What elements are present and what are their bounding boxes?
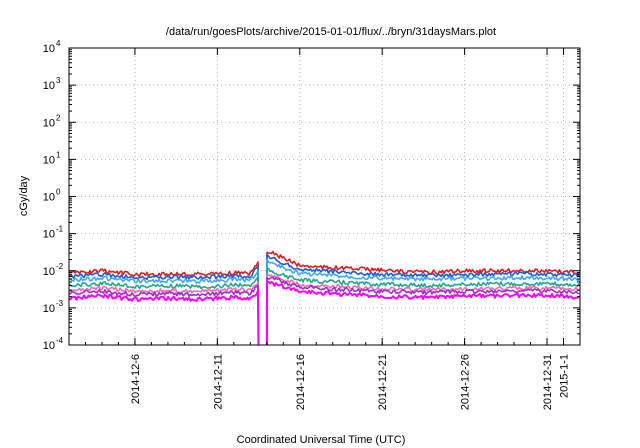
y-tick-label: 10 (43, 229, 55, 241)
x-tick-label: 2014-12-16 (295, 354, 307, 410)
grid (69, 48, 580, 345)
y-tick-exponent: -2 (56, 262, 64, 271)
y-axis-label: cGy/day (18, 175, 30, 216)
series-line (69, 253, 580, 345)
series-line (69, 273, 580, 345)
y-tick-label: 10 (43, 266, 55, 278)
series-layer (69, 250, 580, 345)
y-tick-label: 10 (43, 43, 55, 55)
y-tick-exponent: 0 (56, 188, 61, 197)
tick-marks (69, 47, 580, 346)
y-tick-label: 10 (43, 303, 55, 315)
y-tick-label: 10 (43, 80, 55, 92)
series-line (69, 276, 580, 345)
y-tick-exponent: -1 (56, 225, 64, 234)
series-line (69, 267, 580, 345)
y-tick-exponent: -3 (56, 299, 64, 308)
y-tick-exponent: 4 (56, 39, 61, 48)
x-tick-label: 2014-12-31 (542, 354, 554, 410)
x-tick-label: 2014-12-6 (130, 354, 142, 404)
y-tick-exponent: 1 (56, 150, 61, 159)
y-tick-label: 10 (43, 117, 55, 129)
y-tick-label: 10 (43, 340, 55, 352)
y-tick-exponent: -4 (56, 336, 64, 345)
x-tick-label: 2014-12-11 (212, 354, 224, 409)
x-axis-label: Coordinated Universal Time (UTC) (237, 434, 406, 446)
series-line (69, 280, 580, 345)
series-line (69, 258, 580, 345)
x-tick-label: 2015-1-1 (559, 354, 571, 398)
x-tick-label: 2014-12-26 (460, 354, 472, 410)
y-tick-exponent: 2 (56, 113, 61, 122)
y-tick-label: 10 (43, 154, 55, 166)
y-tick-exponent: 3 (56, 76, 61, 85)
x-tick-label: 2014-12-21 (377, 354, 389, 410)
chart-title: /data/run/goesPlots/archive/2015-01-01/f… (166, 26, 496, 38)
y-tick-label: 10 (43, 192, 55, 204)
x-tick-labels: 2014-12-6 2014-12-11 2014-12-16 2014-12-21 2… (130, 354, 571, 410)
